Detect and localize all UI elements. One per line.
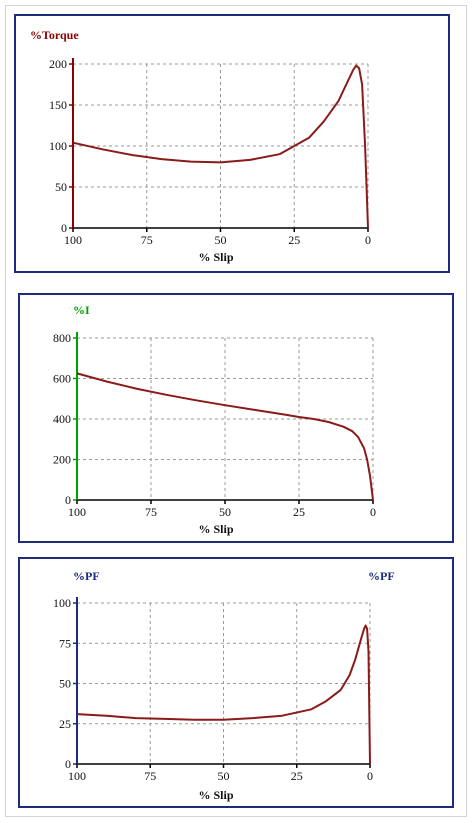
x-axis-label: % Slip [198,788,233,802]
x-tick-label: 50 [219,505,231,519]
y-tick-label: 100 [49,139,67,153]
y-tick-label: 50 [55,180,67,194]
y-axis-label-right: %PF [368,569,395,583]
y-axis-label: %PF [73,569,100,583]
series-line [72,64,369,229]
y-tick-label: 150 [49,98,67,112]
y-tick-label: 800 [53,331,71,345]
x-tick-label: 75 [144,769,156,783]
power-factor-chart-panel: %PF %PF % Slip 0 25 50 75 100 100 75 50 25 0 [18,557,454,808]
y-tick-label: 50 [59,677,71,691]
current-chart: %I % Slip 0 200 400 600 800 100 75 50 25 0 [53,303,376,536]
x-axis-label: % Slip [198,522,233,536]
x-tick-label: 100 [64,233,82,247]
y-tick-label: 0 [61,221,67,235]
x-tick-label: 0 [365,233,371,247]
y-tick-label: 0 [65,493,71,507]
y-tick-label: 200 [53,453,71,467]
x-axis-label: % Slip [198,250,233,264]
x-tick-label: 100 [68,769,86,783]
y-tick-label: 200 [49,57,67,71]
x-tick-label: 25 [288,233,300,247]
y-tick-label: 0 [65,757,71,771]
x-tick-label: 0 [370,505,376,519]
x-tick-label: 25 [293,505,305,519]
figure-frame: %Torque % Slip 0 50 100 150 200 100 75 50 25 0 %I… [5,5,467,817]
y-tick-label: 100 [53,596,71,610]
y-tick-label: 600 [53,372,71,386]
series-line [76,624,371,765]
y-tick-label: 25 [59,717,71,731]
x-tick-label: 25 [291,769,303,783]
current-chart-panel: %I % Slip 0 200 400 600 800 100 75 50 25 0 [18,293,454,543]
x-tick-label: 50 [218,769,230,783]
y-tick-label: 75 [59,636,71,650]
x-tick-label: 75 [141,233,153,247]
x-tick-label: 100 [68,505,86,519]
torque-chart: %Torque % Slip 0 50 100 150 200 100 75 50 25 0 [30,28,371,264]
power-factor-chart: %PF %PF % Slip 0 25 50 75 100 100 75 50 25 0 [53,569,395,802]
x-tick-label: 75 [145,505,157,519]
x-tick-label: 0 [367,769,373,783]
series-line [76,372,374,501]
y-axis-label: %I [73,303,90,317]
x-tick-label: 50 [215,233,227,247]
y-axis-label: %Torque [30,28,79,42]
y-tick-label: 400 [53,412,71,426]
torque-chart-panel: %Torque % Slip 0 50 100 150 200 100 75 50 25 0 [14,14,450,273]
